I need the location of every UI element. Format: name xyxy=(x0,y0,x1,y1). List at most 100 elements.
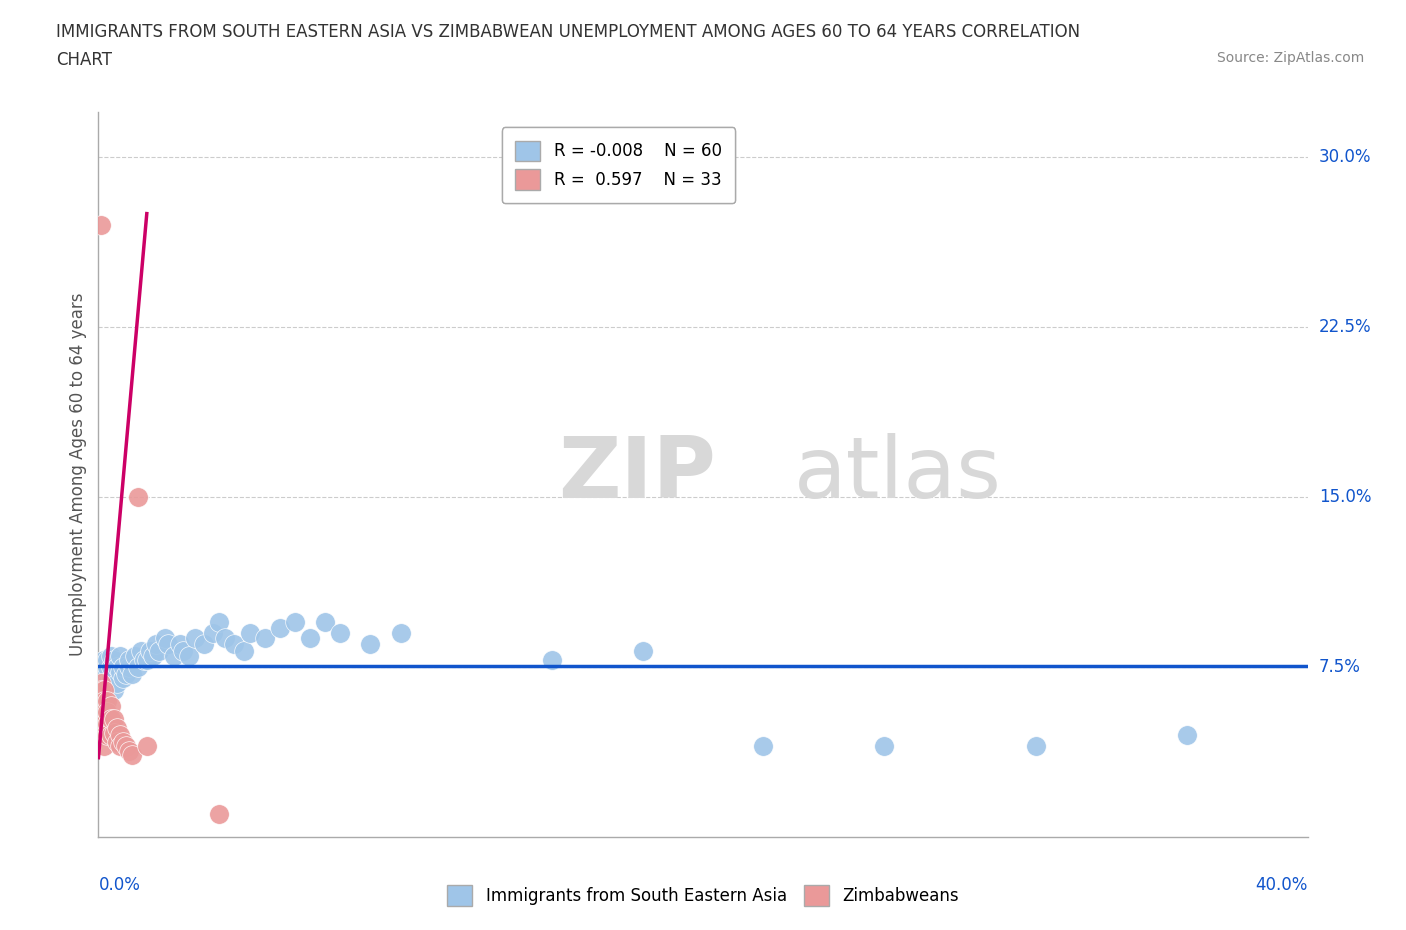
Text: IMMIGRANTS FROM SOUTH EASTERN ASIA VS ZIMBABWEAN UNEMPLOYMENT AMONG AGES 60 TO 6: IMMIGRANTS FROM SOUTH EASTERN ASIA VS ZI… xyxy=(56,23,1080,41)
Point xyxy=(103,683,125,698)
Point xyxy=(108,738,131,753)
Point xyxy=(360,637,382,652)
Point xyxy=(118,743,141,758)
Point xyxy=(142,648,165,663)
Point xyxy=(232,644,254,658)
Point xyxy=(108,727,131,742)
Point xyxy=(1175,727,1198,742)
Point xyxy=(93,653,115,668)
Point xyxy=(90,705,112,720)
Point xyxy=(132,653,155,668)
Point xyxy=(118,653,141,668)
Point xyxy=(108,648,131,663)
Point xyxy=(103,653,125,668)
Text: 15.0%: 15.0% xyxy=(1319,488,1371,506)
Point xyxy=(631,644,654,658)
Point xyxy=(121,748,143,763)
Text: Source: ZipAtlas.com: Source: ZipAtlas.com xyxy=(1216,51,1364,65)
Point xyxy=(114,666,136,681)
Point xyxy=(752,738,775,753)
Point xyxy=(156,637,179,652)
Point xyxy=(224,637,246,652)
Point xyxy=(93,705,115,720)
Point xyxy=(111,671,134,685)
Point xyxy=(184,631,207,645)
Point xyxy=(179,648,201,663)
Point xyxy=(129,644,152,658)
Point xyxy=(100,711,122,726)
Point xyxy=(163,648,186,663)
Point xyxy=(100,659,122,674)
Point xyxy=(103,666,125,681)
Legend: Immigrants from South Eastern Asia, Zimbabweans: Immigrants from South Eastern Asia, Zimb… xyxy=(441,879,965,912)
Point xyxy=(100,671,122,685)
Point xyxy=(873,738,896,753)
Point xyxy=(90,683,112,698)
Point xyxy=(153,631,176,645)
Point xyxy=(105,659,128,674)
Point xyxy=(135,653,157,668)
Point xyxy=(540,653,562,668)
Point xyxy=(96,675,118,690)
Point xyxy=(111,735,134,750)
Point xyxy=(239,626,262,641)
Y-axis label: Unemployment Among Ages 60 to 64 years: Unemployment Among Ages 60 to 64 years xyxy=(69,293,87,656)
Point xyxy=(202,626,225,641)
Point xyxy=(93,666,115,681)
Text: atlas: atlas xyxy=(793,432,1001,516)
Point xyxy=(90,716,112,731)
Point xyxy=(105,675,128,690)
Text: 0.0%: 0.0% xyxy=(98,876,141,894)
Point xyxy=(1024,738,1046,753)
Text: CHART: CHART xyxy=(56,51,112,69)
Text: 30.0%: 30.0% xyxy=(1319,148,1371,166)
Point xyxy=(93,738,115,753)
Text: 7.5%: 7.5% xyxy=(1319,658,1361,676)
Point xyxy=(105,721,128,736)
Point xyxy=(145,637,167,652)
Point xyxy=(96,653,118,668)
Point xyxy=(90,698,112,713)
Point xyxy=(314,614,336,629)
Point xyxy=(90,659,112,674)
Point xyxy=(93,694,115,709)
Point xyxy=(284,614,307,629)
Point xyxy=(269,621,291,636)
Point xyxy=(127,489,149,504)
Point xyxy=(103,725,125,740)
Point xyxy=(124,648,146,663)
Point xyxy=(253,631,276,645)
Point xyxy=(111,659,134,674)
Text: ZIP: ZIP xyxy=(558,432,716,516)
Point xyxy=(100,698,122,713)
Point xyxy=(96,716,118,731)
Point xyxy=(93,659,115,674)
Point xyxy=(169,637,191,652)
Point xyxy=(114,738,136,753)
Point xyxy=(135,738,157,753)
Point xyxy=(127,659,149,674)
Point xyxy=(96,659,118,674)
Point xyxy=(100,648,122,663)
Point xyxy=(121,666,143,681)
Point xyxy=(208,807,231,822)
Point xyxy=(93,727,115,742)
Text: 22.5%: 22.5% xyxy=(1319,318,1371,336)
Legend: R = -0.008    N = 60, R =  0.597    N = 33: R = -0.008 N = 60, R = 0.597 N = 33 xyxy=(502,127,735,203)
Point xyxy=(90,675,112,690)
Point xyxy=(90,694,112,709)
Point xyxy=(108,664,131,679)
Point xyxy=(100,727,122,742)
Point xyxy=(299,631,322,645)
Point xyxy=(214,631,236,645)
Point xyxy=(93,716,115,731)
Point xyxy=(389,626,412,641)
Point xyxy=(329,626,352,641)
Point xyxy=(96,694,118,709)
Point xyxy=(118,659,141,674)
Point xyxy=(93,683,115,698)
Point xyxy=(193,637,215,652)
Point xyxy=(103,711,125,726)
Point xyxy=(208,614,231,629)
Point xyxy=(90,218,112,232)
